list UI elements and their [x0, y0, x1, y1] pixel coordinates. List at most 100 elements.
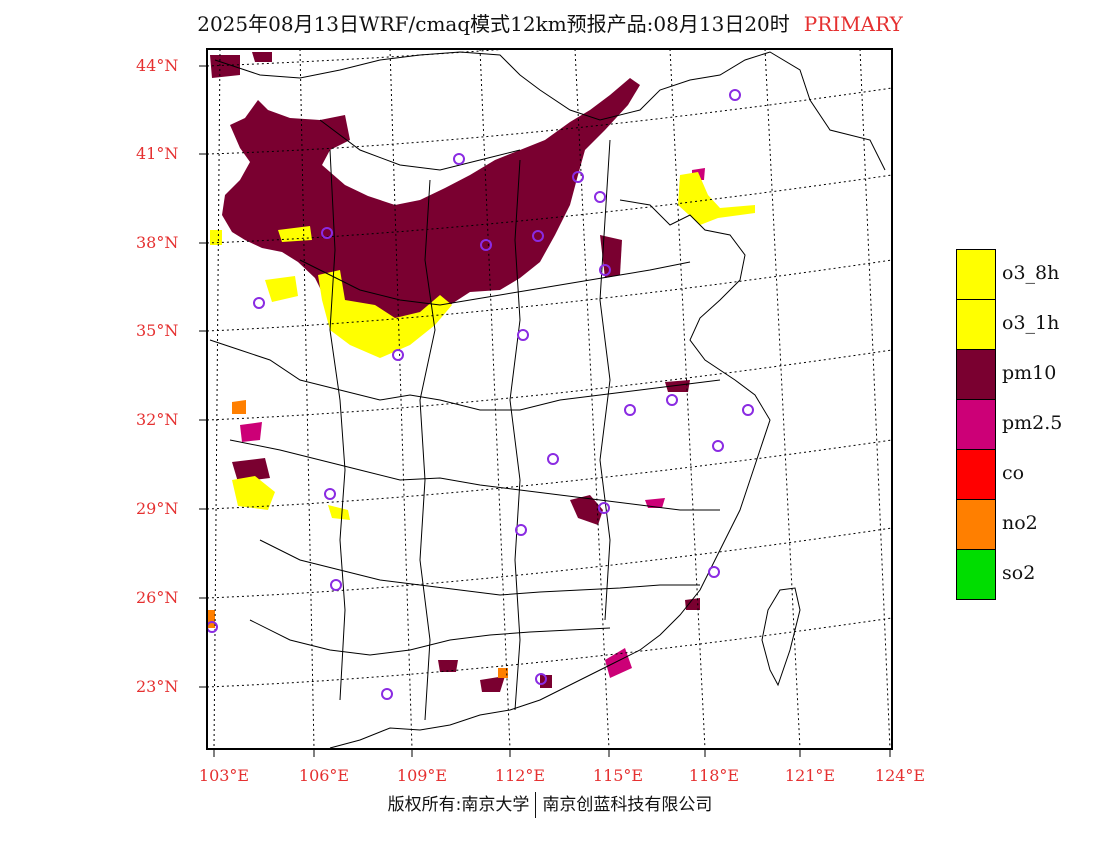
lat-label: 35°N [136, 321, 179, 340]
legend-label: pm10 [1002, 362, 1057, 384]
legend-label: co [1002, 462, 1025, 484]
map-title: 2025年08月13日WRF/cmaq模式12km预报产品:08月13日20时 P… [0, 8, 1100, 37]
graticule-lon-103 [213, 49, 221, 749]
graticule-lon-121 [764, 49, 801, 749]
border-north [214, 51, 886, 171]
o3-region-4 [265, 276, 298, 302]
o3-region-2 [678, 172, 755, 225]
map-frame [206, 48, 893, 750]
pm10-blob-10 [685, 598, 700, 610]
lat-label: 41°N [136, 144, 179, 163]
pm10-blob-5 [232, 458, 270, 482]
lon-label: 118°E [688, 766, 740, 785]
graticule-lon-106 [299, 49, 315, 749]
station-marker [453, 153, 465, 165]
province-1 [319, 119, 521, 171]
graticule-lon-112 [479, 49, 511, 749]
pm10-blob-6 [665, 380, 690, 392]
no2-blob-2 [498, 668, 508, 678]
station-marker [517, 329, 529, 341]
lon-label: 103°E [198, 766, 250, 785]
no2-blob-1 [232, 400, 246, 414]
legend-swatch [956, 299, 996, 350]
station-marker [324, 488, 336, 500]
lon-label: 112°E [494, 766, 546, 785]
station-marker [624, 404, 636, 416]
legend-swatch [956, 549, 996, 600]
graticule-lat-44 [207, 49, 515, 67]
lat-label: 29°N [136, 499, 179, 518]
station-marker [480, 239, 492, 251]
station-marker [321, 227, 333, 239]
o3-region-7 [210, 230, 222, 245]
station-marker [253, 297, 265, 309]
coastline [329, 199, 771, 749]
lat-label: 26°N [136, 588, 179, 607]
lon-label: 109°E [396, 766, 448, 785]
legend-swatch [956, 399, 996, 450]
station-marker [535, 673, 547, 685]
legend-swatch [956, 449, 996, 500]
lon-label: 124°E [874, 766, 926, 785]
copyright-left: 版权所有:南京大学 [387, 795, 530, 815]
station-marker [515, 524, 527, 536]
lon-label: 115°E [592, 766, 644, 785]
station-marker [330, 579, 342, 591]
legend-label: so2 [1002, 562, 1036, 584]
taiwan [761, 587, 801, 687]
station-marker [712, 440, 724, 452]
lat-label: 32°N [136, 410, 179, 429]
graticule-lat-38 [207, 174, 892, 244]
pm10-blob-3 [600, 235, 622, 278]
pm10-blob-4 [570, 495, 603, 525]
station-marker [381, 688, 393, 700]
station-marker [392, 349, 404, 361]
graticule-lat-26 [207, 527, 892, 599]
pm10-blob-7 [438, 660, 458, 672]
title-text: 2025年08月13日WRF/cmaq模式12km预报产品:08月13日20时 [197, 12, 790, 36]
graticule-lon-115 [574, 49, 610, 749]
station-marker [207, 621, 218, 633]
province-4 [229, 439, 720, 511]
legend-label: o3_8h [1002, 262, 1060, 284]
province-3 [209, 339, 721, 411]
graticule-lat-32 [207, 349, 892, 421]
graticule-lat-35 [207, 259, 892, 332]
primary-tag: PRIMARY [803, 12, 903, 36]
station-marker [547, 453, 559, 465]
o3-region-3 [232, 476, 275, 510]
o3-region-6 [328, 505, 350, 520]
legend-swatch [956, 249, 996, 300]
copyright-right: 南京创蓝科技有限公司 [542, 795, 713, 815]
province-v1 [329, 149, 346, 701]
lat-label: 38°N [136, 233, 179, 252]
graticule-lat-29 [207, 439, 892, 510]
graticule-lon-109 [389, 49, 413, 749]
legend-swatch [956, 499, 996, 550]
station-marker [729, 89, 741, 101]
footer-divider [535, 792, 537, 818]
station-marker [708, 566, 720, 578]
province-2 [299, 259, 691, 306]
province-v2 [419, 179, 436, 721]
province-v4 [599, 139, 611, 621]
legend-label: o3_1h [1002, 312, 1060, 334]
station-marker [594, 191, 606, 203]
province-5 [259, 539, 700, 596]
graticule-lat-23 [207, 617, 892, 688]
copyright-footer: 版权所有:南京大学 南京创蓝科技有限公司 [0, 790, 1100, 818]
pm25-blob-3 [240, 422, 262, 442]
pm25-blob-2 [645, 498, 665, 508]
legend-label: pm2.5 [1002, 412, 1063, 434]
station-marker [572, 171, 584, 183]
station-marker [742, 404, 754, 416]
legend-label: no2 [1002, 512, 1038, 534]
station-marker [598, 502, 610, 514]
lat-label: 44°N [136, 56, 179, 75]
station-marker [599, 264, 611, 276]
pm25-blob-1 [605, 648, 632, 678]
graticule-lon-124 [859, 49, 891, 749]
station-marker [666, 394, 678, 406]
legend-swatch [956, 349, 996, 400]
lon-label: 121°E [784, 766, 836, 785]
